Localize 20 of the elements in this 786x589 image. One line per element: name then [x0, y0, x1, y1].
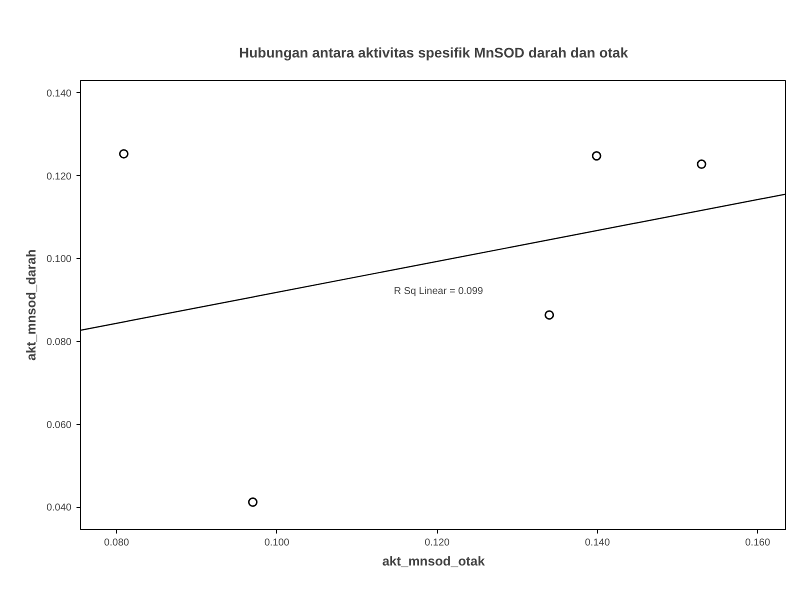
point [592, 151, 602, 161]
point [119, 149, 129, 159]
y-axis-title: akt_mnsod_darah [23, 249, 38, 361]
y-tick-label: 0.120 [46, 171, 72, 182]
y-tick-label: 0.060 [46, 420, 72, 431]
point [696, 159, 706, 169]
x-tick-label: 0.140 [584, 538, 610, 548]
y-tick-label: 0.140 [46, 88, 72, 100]
chart-title: Hubungan antara aktivitas spesifik MnSOD darah dan otak [239, 44, 628, 60]
y-tick-label: 0.080 [46, 336, 72, 348]
x-axis-title: akt_mnsod_otak [382, 554, 486, 568]
y-tick-label: 0.100 [46, 254, 72, 266]
point [544, 310, 554, 320]
x-tick-label: 0.100 [264, 538, 290, 548]
point [248, 497, 258, 507]
x-tick-label: 0.160 [745, 538, 771, 548]
x-tick-label: 0.080 [104, 538, 130, 548]
y-tick-label: 0.040 [46, 502, 72, 514]
x-tick-label: 0.120 [424, 538, 450, 548]
annotation: R Sq Linear = 0.099 [394, 286, 484, 297]
